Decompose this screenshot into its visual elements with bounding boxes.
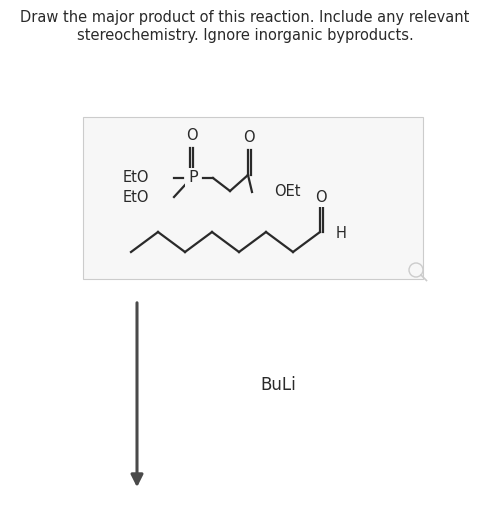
Text: O: O bbox=[243, 131, 255, 145]
Text: O: O bbox=[315, 189, 327, 204]
Text: P: P bbox=[188, 170, 198, 185]
Text: EtO: EtO bbox=[122, 170, 149, 185]
Text: OEt: OEt bbox=[274, 184, 300, 200]
Text: stereochemistry. Ignore inorganic byproducts.: stereochemistry. Ignore inorganic byprod… bbox=[76, 28, 414, 43]
Text: BuLi: BuLi bbox=[260, 376, 296, 394]
Text: EtO: EtO bbox=[122, 189, 149, 204]
Text: Draw the major product of this reaction. Include any relevant: Draw the major product of this reaction.… bbox=[20, 10, 470, 25]
Text: O: O bbox=[186, 129, 198, 143]
Text: H: H bbox=[336, 225, 347, 241]
Bar bbox=[83, 117, 423, 279]
